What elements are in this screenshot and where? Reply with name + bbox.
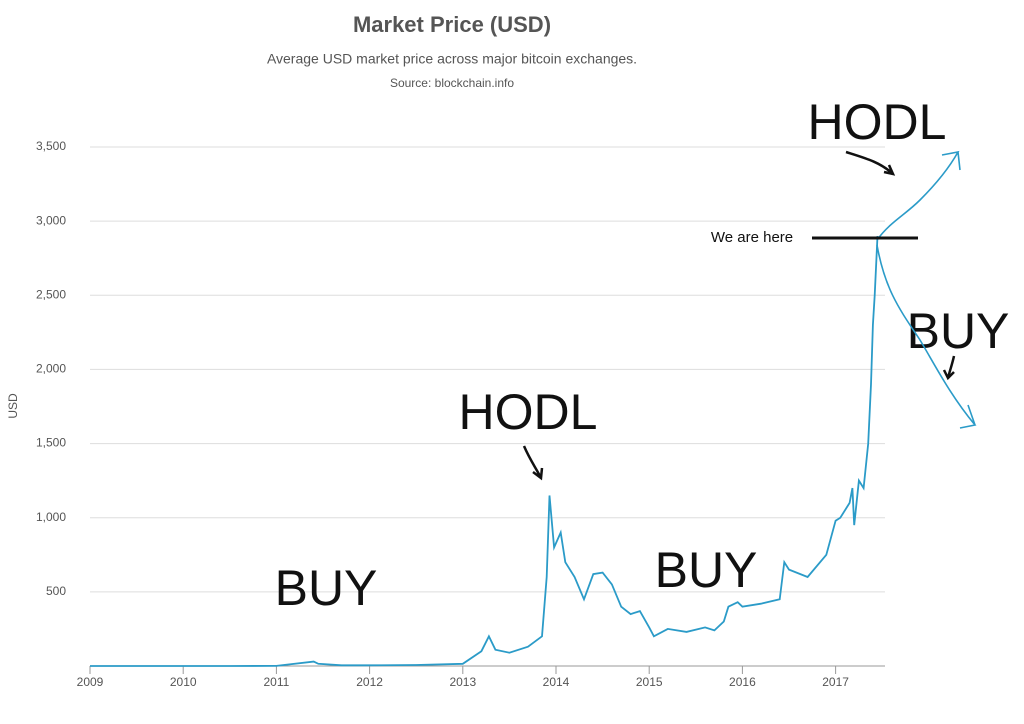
annotation: BUY [907,303,1010,359]
x-tick-label: 2016 [729,675,756,689]
y-tick-label: 2,500 [36,287,66,301]
x-tick-label: 2011 [263,675,289,689]
hand-drawn-up [876,150,961,241]
x-tick-label: 2013 [449,675,476,689]
chart-source: Source: blockchain.info [390,76,514,90]
arrow [942,355,956,381]
price-line [90,235,879,667]
y-tick-label: 1,000 [36,510,66,524]
annotation: BUY [275,560,378,616]
arrow [845,150,896,176]
x-tick-label: 2017 [822,675,849,689]
x-tick-label: 2014 [543,675,570,689]
annotation: We are here [711,229,793,246]
x-tick-label: 2009 [77,675,104,689]
annotation: BUY [655,542,758,598]
y-tick-label: 2,000 [36,362,66,376]
chart-title: Market Price (USD) [353,12,551,37]
y-tick-label: 500 [46,584,66,598]
annotation: HODL [459,384,598,440]
x-tick-label: 2012 [356,675,383,689]
y-tick-label: 1,500 [36,436,66,450]
y-tick-label: 3,500 [36,139,66,153]
x-tick-label: 2015 [636,675,663,689]
y-axis-label: USD [6,393,20,419]
y-tick-label: 3,000 [36,213,66,227]
hand-drawn-down [876,244,977,429]
chart-subtitle: Average USD market price across major bi… [267,51,637,67]
annotation: HODL [808,94,947,150]
arrow [522,445,544,481]
x-tick-label: 2010 [170,675,197,689]
